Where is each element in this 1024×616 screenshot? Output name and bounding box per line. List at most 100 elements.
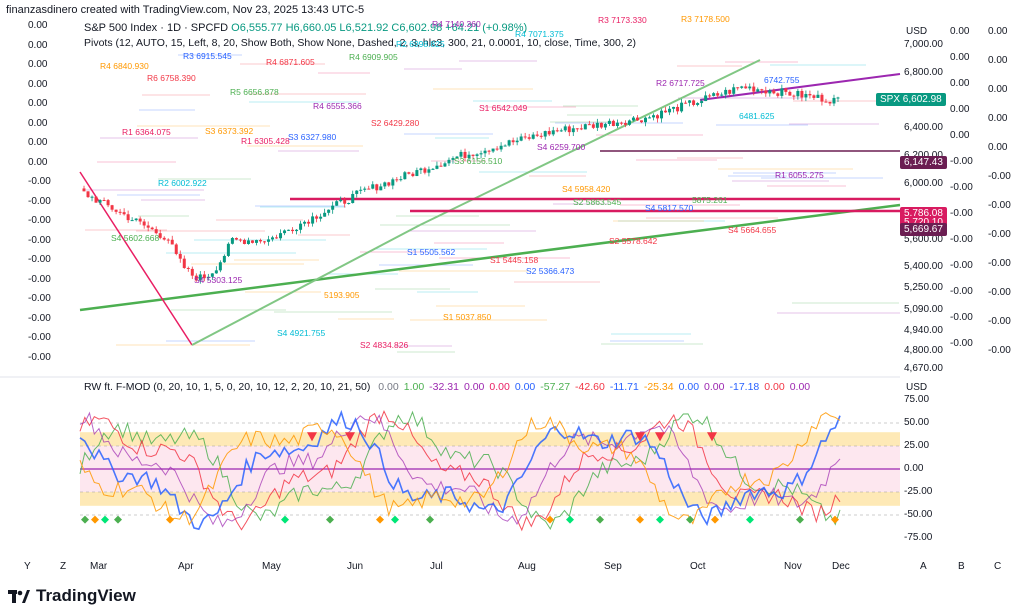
candle-body [86,191,90,198]
osc-currency-label[interactable]: USD [906,382,928,393]
candle-body [668,108,672,113]
candle-body [531,134,535,139]
left-zero-label: 0.00 [28,78,48,90]
candle-body [519,136,523,141]
osc-legend-value: -57.27 [540,381,571,393]
candle-body [315,216,319,219]
candle-body [503,145,507,147]
candle-body [555,130,559,132]
pivot-label: R1 6364.075 [122,127,171,138]
candle-body [371,184,375,189]
left-zero-label: -0.00 [28,351,51,363]
pivot-label: S1 5505.562 [407,246,456,257]
axis-letter-y[interactable]: Y [24,561,31,572]
candle-body [178,253,182,259]
ohlc-high: H6,660.05 [285,22,337,34]
candle-body [230,237,234,244]
candle-body [684,102,688,104]
candle-body [716,93,720,96]
pivots-indicator-legend[interactable]: Pivots (12, AUTO, 15, Left, 8, 20, Show … [84,37,636,49]
pivot-label: R3 7173.330 [598,14,647,25]
candle-body [118,211,122,213]
price-axis-label: 5,250.00 [904,282,943,294]
osc-legend-value: 0.00 [678,381,700,393]
candle-body [527,137,531,139]
osc-marker [91,515,99,524]
pivot-label: 6481.625 [739,111,775,122]
candle-body [439,165,443,167]
candle-body [680,102,684,112]
axis-letter-b[interactable]: B [958,561,965,572]
trendline-lightgreen [191,224,421,346]
price-tag: SPX 6,602.98 [876,93,946,107]
candle-body [623,123,627,125]
candle-body [511,140,515,143]
candle-body [262,241,266,243]
candle-body [688,100,692,103]
pivot-label: S2 5366.473 [526,265,575,276]
candle-body [563,126,567,131]
osc-legend-value: 0.00 [789,381,811,393]
candle-body [812,95,816,98]
candle-body [720,94,724,96]
candle-body [455,156,459,159]
candle-body [311,216,315,224]
candle-body [375,184,379,191]
candle-body [559,130,563,132]
candle-body [479,153,483,155]
right-zero-label: -0.00 [950,338,973,349]
trendline-green [79,203,901,312]
candle-body [732,87,736,94]
candle-body [459,151,463,157]
axis-letter-z[interactable]: Z [60,561,67,572]
candle-body [214,270,218,274]
osc-axis-label: -75.00 [904,532,933,543]
osc-marker [656,515,664,524]
osc-axis-label: 0.00 [904,463,924,474]
right-zero-label: -0.00 [950,286,973,297]
time-axis-label: Sep [604,561,622,572]
candle-body [190,268,194,276]
pivot-label: 5875.261 [692,195,728,206]
candle-body [752,86,756,92]
candle-body [820,94,824,102]
candle-body [331,205,335,210]
pivot-label: R2 6717.725 [656,78,705,89]
pivot-label: S3 6327.980 [288,132,337,143]
pivot-label: S2 6429.280 [371,118,420,129]
candle-body [162,237,166,240]
osc-marker [746,515,754,524]
candle-body [198,274,202,281]
candle-body [700,101,704,104]
osc-legend-value: 1.00 [403,381,425,393]
header-caption: finanzasdinero created with TradingView.… [6,4,365,16]
price-axis-label: 6,200.00 [904,150,943,161]
candle-body [764,90,768,94]
oscillator-legend[interactable]: RW ft. F-MOD (0, 20, 10, 1, 5, 0, 20, 10… [84,381,820,393]
pivot-label: S4 5602.668 [111,233,160,244]
tradingview-brand[interactable]: TradingView [8,586,136,606]
right-zero-label-2: -0.00 [988,229,1011,240]
symbol-name[interactable]: S&P 500 Index · 1D · SPCFD [84,22,229,34]
candle-body [367,188,371,190]
candle-body [379,186,383,191]
axis-letter-c[interactable]: C [994,561,1002,572]
candle-body [226,243,230,256]
candle-body [463,151,467,158]
left-zero-label: 0.00 [28,39,48,51]
pivot-label: S2 4834.826 [360,339,409,350]
pivot-label: S4 4921.755 [277,327,326,338]
axis-letter-a[interactable]: A [920,561,927,572]
candle-body [643,117,647,123]
candle-body [804,94,808,98]
pivot-label: R2 6998.825 [396,39,445,50]
candle-body [419,168,423,171]
left-zero-label: -0.00 [28,293,51,304]
osc-marker [81,515,89,524]
candle-body [451,158,455,160]
candle-body [471,154,475,156]
osc-axis-label: 25.00 [904,440,930,451]
candle-body [343,199,347,204]
currency-label[interactable]: USD [906,26,928,37]
